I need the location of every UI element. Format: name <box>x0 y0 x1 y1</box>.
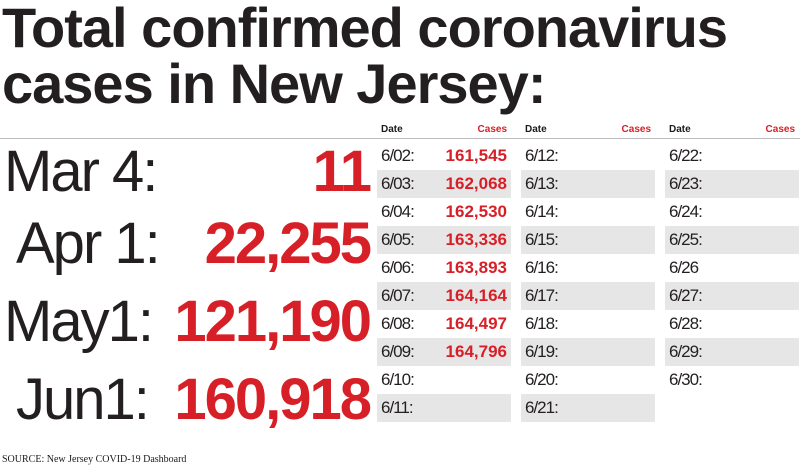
table-column: Date Cases 6/12: 6/13: 6/14: 6/15: 6/16:… <box>521 124 655 422</box>
source-note: SOURCE: New Jersey COVID-19 Dashboard <box>2 454 187 465</box>
highlight-row: Jun1: 160,918 <box>0 362 372 438</box>
table-row: 6/22: <box>665 142 799 170</box>
row-cases: 164,164 <box>445 286 507 305</box>
table-row: 6/16: <box>521 254 655 282</box>
row-date: 6/21: <box>525 398 559 417</box>
table-row: 6/06: 163,893 <box>377 254 511 282</box>
highlight-row: Mar 4: 11 <box>0 134 372 210</box>
table-header: Date Cases <box>377 124 511 138</box>
row-cases: 162,530 <box>445 202 507 221</box>
title-line-1: Total confirmed coronavirus <box>2 0 728 59</box>
highlight-date: Mar 4: <box>4 139 158 204</box>
table-row: 6/14: <box>521 198 655 226</box>
cases-header: Cases <box>477 124 507 135</box>
row-date: 6/19: <box>525 342 559 361</box>
table-row: 6/12: <box>521 142 655 170</box>
highlight-cases: 11 <box>312 139 372 204</box>
table-row: 6/04: 162,530 <box>377 198 511 226</box>
highlight-row: Apr 1: 22,255 <box>0 206 372 282</box>
highlight-row: May1: 121,190 <box>0 284 372 360</box>
row-date: 6/09: <box>381 342 415 361</box>
row-date: 6/29: <box>669 342 703 361</box>
table-row: 6/18: <box>521 310 655 338</box>
table-row: 6/10: <box>377 366 511 394</box>
row-date: 6/14: <box>525 202 559 221</box>
row-cases: 164,796 <box>445 342 507 361</box>
date-header: Date <box>669 124 691 135</box>
row-date: 6/06: <box>381 258 415 277</box>
table-row: 6/13: <box>521 170 655 198</box>
row-cases: 161,545 <box>445 146 507 165</box>
highlight-date: May1: <box>4 289 154 354</box>
row-date: 6/08: <box>381 314 415 333</box>
row-date: 6/26 <box>669 258 699 277</box>
table-column: Date Cases 6/02: 161,545 6/03: 162,068 6… <box>377 124 511 422</box>
table-row: 6/08: 164,497 <box>377 310 511 338</box>
row-date: 6/27: <box>669 286 703 305</box>
table-row: 6/21: <box>521 394 655 422</box>
row-date: 6/04: <box>381 202 415 221</box>
row-date: 6/24: <box>669 202 703 221</box>
row-date: 6/30: <box>669 370 703 389</box>
row-date: 6/25: <box>669 230 703 249</box>
cases-header: Cases <box>621 124 651 135</box>
row-date: 6/18: <box>525 314 559 333</box>
highlight-cases: 160,918 <box>174 367 372 432</box>
row-date: 6/03: <box>381 174 415 193</box>
table-row: 6/17: <box>521 282 655 310</box>
table-row: 6/25: <box>665 226 799 254</box>
cases-header: Cases <box>765 124 795 135</box>
row-date: 6/23: <box>669 174 703 193</box>
table-row: 6/03: 162,068 <box>377 170 511 198</box>
row-date: 6/11: <box>381 398 414 417</box>
row-cases: 163,893 <box>445 258 507 277</box>
row-date: 6/22: <box>669 146 703 165</box>
table-row: 6/11: <box>377 394 511 422</box>
table-row: 6/27: <box>665 282 799 310</box>
title-line-2: cases in New Jersey: <box>2 52 546 115</box>
table-column: Date Cases 6/22: 6/23: 6/24: 6/25: 6/26 … <box>665 124 799 394</box>
table-row: 6/20: <box>521 366 655 394</box>
row-date: 6/20: <box>525 370 559 389</box>
row-cases: 163,336 <box>445 230 507 249</box>
row-date: 6/16: <box>525 258 559 277</box>
table-row: 6/24: <box>665 198 799 226</box>
row-date: 6/13: <box>525 174 559 193</box>
table-row: 6/07: 164,164 <box>377 282 511 310</box>
table-row: 6/23: <box>665 170 799 198</box>
highlight-date: Jun1: <box>16 367 150 432</box>
highlight-cases: 121,190 <box>174 289 372 354</box>
highlight-date: Apr 1: <box>16 211 161 276</box>
date-header: Date <box>525 124 547 135</box>
table-row: 6/19: <box>521 338 655 366</box>
table-header: Date Cases <box>665 124 799 138</box>
table-row: 6/28: <box>665 310 799 338</box>
row-date: 6/07: <box>381 286 415 305</box>
row-date: 6/15: <box>525 230 559 249</box>
row-date: 6/28: <box>669 314 703 333</box>
table-row: 6/26 <box>665 254 799 282</box>
highlight-cases: 22,255 <box>204 211 372 276</box>
row-cases: 162,068 <box>445 174 507 193</box>
row-cases: 164,497 <box>445 314 507 333</box>
table-row: 6/02: 161,545 <box>377 142 511 170</box>
row-date: 6/12: <box>525 146 559 165</box>
page-title: Total confirmed coronavirus cases in New… <box>2 0 728 115</box>
table-row: 6/09: 164,796 <box>377 338 511 366</box>
divider <box>0 138 800 139</box>
row-date: 6/17: <box>525 286 559 305</box>
row-date: 6/02: <box>381 146 415 165</box>
table-row: 6/29: <box>665 338 799 366</box>
table-row: 6/05: 163,336 <box>377 226 511 254</box>
date-header: Date <box>381 124 403 135</box>
row-date: 6/10: <box>381 370 415 389</box>
table-row: 6/30: <box>665 366 799 394</box>
table-row: 6/15: <box>521 226 655 254</box>
table-header: Date Cases <box>521 124 655 138</box>
row-date: 6/05: <box>381 230 415 249</box>
